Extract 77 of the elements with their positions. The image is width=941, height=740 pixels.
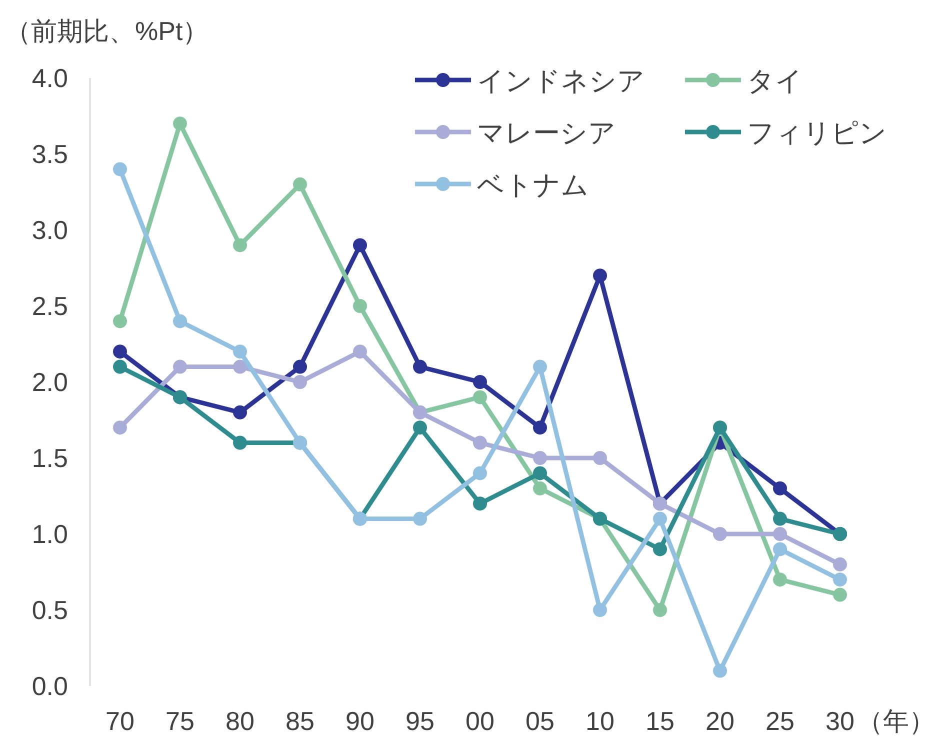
point [413,420,427,435]
x-axis-title: （年） [857,706,935,736]
point [533,466,547,480]
point [233,405,247,420]
point [833,572,847,587]
point [653,542,667,556]
y-tick-label: 4.0 [32,63,68,93]
legend-label: タイ [747,66,803,96]
point [233,360,247,374]
point [293,177,307,192]
point [833,557,847,572]
point [473,436,487,450]
point [533,481,547,496]
point [533,451,547,465]
point [113,344,127,359]
point [773,481,787,496]
point [473,375,487,389]
x-tick-label: 20 [706,706,734,736]
point [293,360,307,374]
point [113,420,127,435]
legend-label: フィリピン [747,118,887,148]
point [413,512,427,526]
y-tick-label: 2.5 [32,291,68,321]
x-tick-label: 90 [346,706,374,736]
point [533,360,547,374]
point [173,116,187,131]
point [233,344,247,359]
point [473,466,487,480]
y-tick-label: 0.0 [32,671,68,701]
y-tick-label: 3.0 [32,215,68,245]
point [713,527,727,541]
legend-label: マレーシア [477,118,616,148]
point [173,314,187,328]
y-tick-label: 1.0 [32,519,68,549]
y-tick-label: 1.5 [32,443,68,473]
x-tick-label: 95 [406,706,434,736]
x-tick-label: 25 [766,706,794,736]
x-tick-label: 85 [286,706,314,736]
point [233,436,247,450]
point [653,512,667,526]
point [473,496,487,511]
x-tick-label: 05 [526,706,554,736]
x-tick-label: 00 [466,706,494,736]
point [353,238,367,252]
point [233,238,247,252]
legend-label: インドネシア [477,66,645,96]
x-tick-label: 80 [226,706,254,736]
point [773,512,787,526]
y-tick-label: 2.0 [32,367,68,397]
point [653,603,667,617]
point [413,360,427,374]
y-tick-label: 0.5 [32,595,68,625]
point [713,664,727,678]
point [773,527,787,541]
point [113,360,127,374]
point [173,360,187,374]
point [833,588,847,602]
legend-label: ベトナム [477,170,589,200]
x-tick-label: 70 [106,706,134,736]
x-tick-label: 10 [586,706,614,736]
y-tick-label: 3.5 [32,139,68,169]
point [473,390,487,404]
point [113,314,127,328]
x-tick-label: 75 [166,706,194,736]
point [593,451,607,465]
x-tick-label: 30 [826,706,854,736]
point [593,603,607,617]
point [533,420,547,435]
point [773,572,787,587]
point [593,268,607,283]
point [773,542,787,556]
point [293,375,307,389]
x-tick-label: 15 [646,706,674,736]
point [113,162,127,176]
point [353,344,367,359]
y-axis-title: （前期比、%Pt） [5,16,209,46]
point [353,299,367,313]
